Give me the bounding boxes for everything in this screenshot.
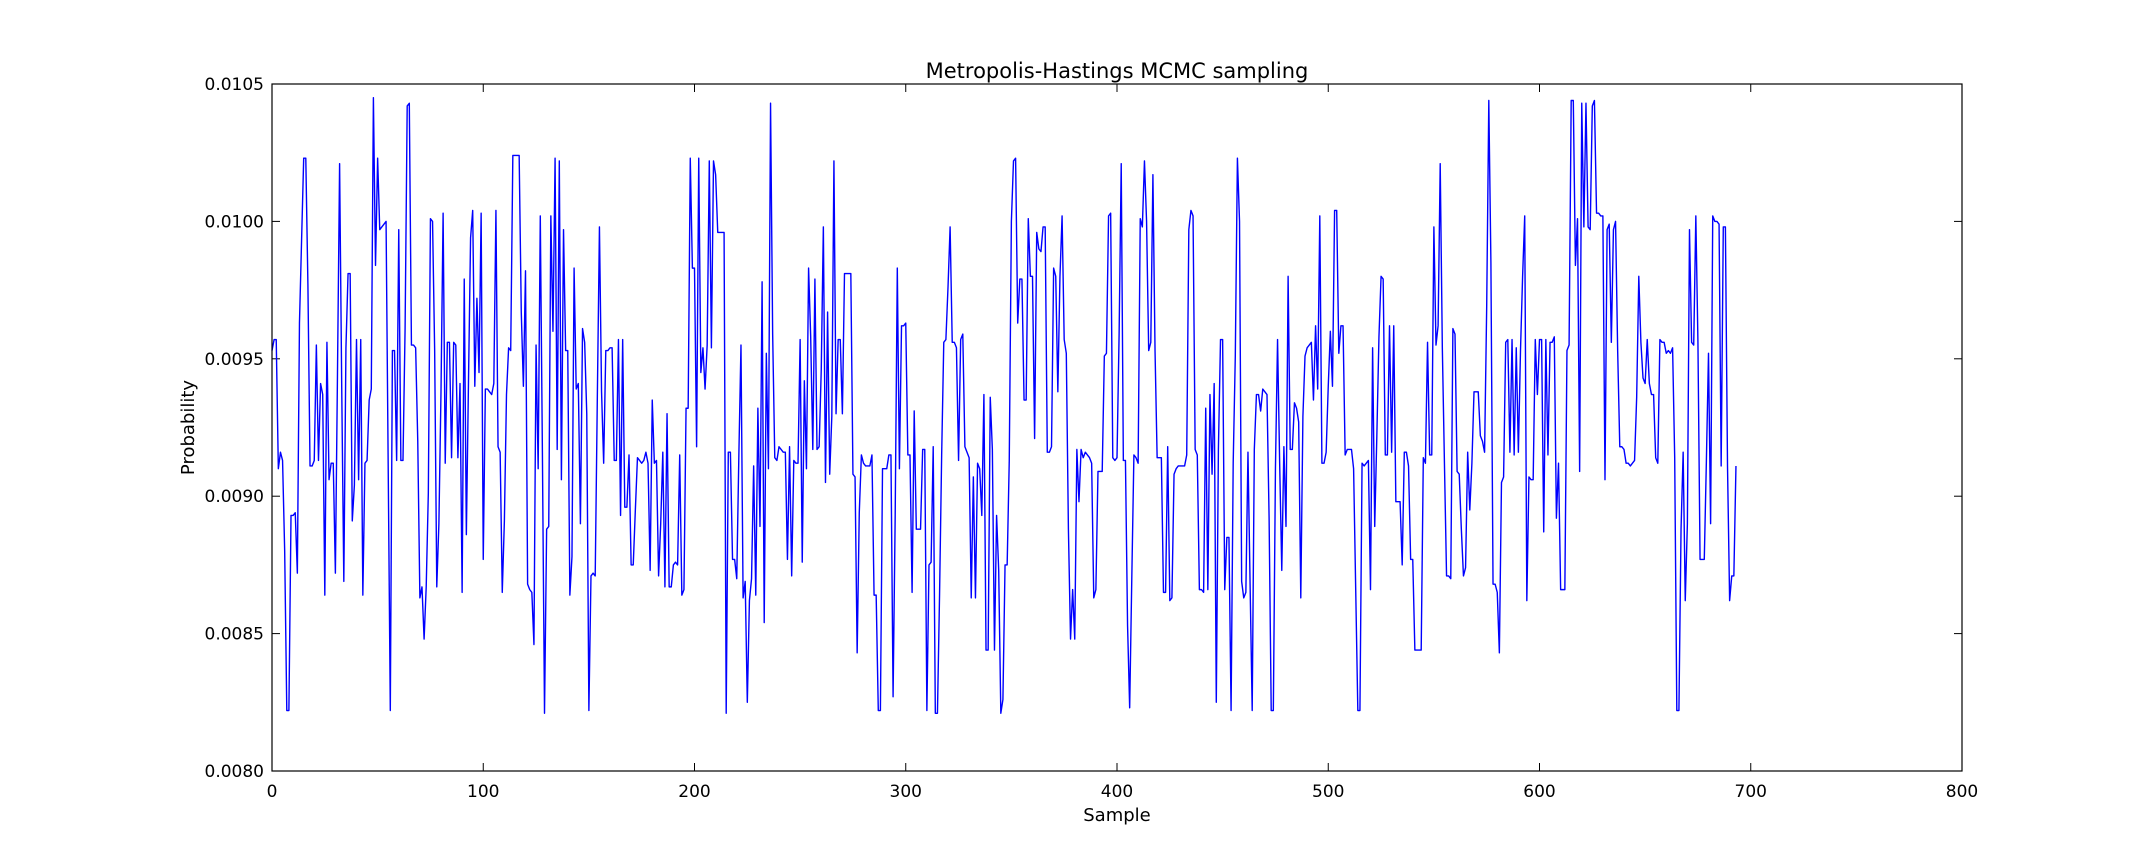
x-axis-ticks: 0 100 200 300 400 500 600 700 800 — [267, 84, 1978, 802]
y-tick-label: 0.0095 — [205, 350, 264, 370]
x-tick-label: 200 — [678, 782, 710, 802]
x-tick-label: 400 — [1101, 782, 1133, 802]
x-tick-label: 300 — [890, 782, 922, 802]
y-axis-title: Probability — [178, 380, 199, 475]
y-tick-label: 0.0105 — [205, 75, 264, 95]
series-line — [271, 97, 1737, 714]
x-tick-label: 0 — [267, 782, 278, 802]
x-axis-title: Sample — [1083, 805, 1151, 826]
y-tick-label: 0.0090 — [205, 487, 264, 507]
x-tick-label: 500 — [1312, 782, 1344, 802]
y-tick-label: 0.0100 — [205, 212, 264, 232]
x-tick-label: 800 — [1946, 782, 1978, 802]
x-tick-label: 600 — [1523, 782, 1555, 802]
x-tick-label: 700 — [1735, 782, 1767, 802]
chart-title: Metropolis-Hastings MCMC sampling — [926, 59, 1309, 83]
x-tick-label: 100 — [467, 782, 499, 802]
y-tick-label: 0.0080 — [205, 762, 264, 782]
y-tick-label: 0.0085 — [205, 625, 264, 645]
y-axis-ticks: 0.0080 0.0085 0.0090 0.0095 0.0100 0.0105 — [205, 75, 1962, 782]
plot-frame — [271, 83, 1963, 772]
